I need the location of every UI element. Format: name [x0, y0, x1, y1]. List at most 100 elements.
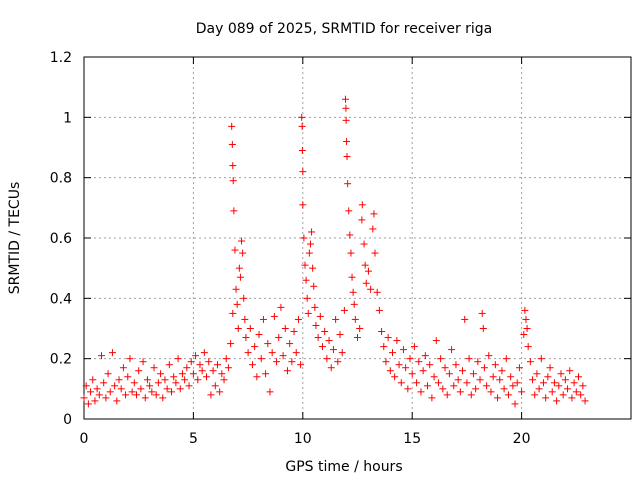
data-point	[236, 273, 244, 281]
data-point	[358, 216, 366, 224]
data-point	[456, 388, 464, 396]
data-point	[483, 382, 491, 390]
data-point	[108, 349, 116, 357]
data-point	[382, 358, 390, 366]
data-point	[408, 370, 416, 378]
data-point	[174, 355, 182, 363]
data-point	[224, 364, 232, 372]
data-point	[332, 315, 340, 323]
data-point	[489, 373, 497, 381]
data-point	[275, 334, 283, 342]
data-point	[504, 391, 512, 399]
data-point	[424, 382, 432, 390]
data-point	[340, 306, 348, 314]
data-point	[509, 382, 517, 390]
data-point	[526, 358, 534, 366]
data-point	[228, 122, 236, 130]
data-point	[351, 315, 359, 323]
data-point	[415, 358, 423, 366]
data-point	[194, 376, 202, 384]
data-point	[443, 391, 451, 399]
data-point	[298, 113, 306, 121]
data-point	[574, 373, 582, 381]
data-point	[478, 309, 486, 317]
data-point	[229, 162, 237, 170]
data-point	[432, 337, 440, 345]
data-point	[389, 349, 397, 357]
data-point	[130, 379, 138, 387]
data-point	[192, 352, 200, 360]
data-point	[233, 300, 241, 308]
data-point	[561, 376, 569, 384]
data-point	[428, 394, 436, 402]
data-point	[266, 388, 274, 396]
data-point	[213, 361, 221, 369]
data-point	[298, 122, 306, 130]
data-point	[209, 367, 217, 375]
data-point	[358, 201, 366, 209]
data-point	[542, 394, 550, 402]
data-point	[384, 334, 392, 342]
data-point	[187, 358, 195, 366]
data-point	[229, 177, 237, 185]
data-point	[343, 153, 351, 161]
x-axis-label: GPS time / hours	[285, 459, 402, 475]
data-point	[288, 358, 296, 366]
data-point	[251, 343, 259, 351]
data-point	[369, 225, 377, 233]
data-point	[298, 147, 306, 155]
data-point	[294, 315, 302, 323]
data-point	[480, 364, 488, 372]
data-point	[570, 379, 578, 387]
data-point	[342, 104, 350, 112]
chart-title: Day 089 of 2025, SRMTID for receiver rig…	[196, 21, 493, 37]
data-point	[211, 382, 219, 390]
data-point	[531, 391, 539, 399]
data-point	[290, 328, 298, 336]
data-point	[238, 237, 246, 245]
data-point	[566, 367, 574, 375]
data-point	[102, 394, 110, 402]
data-point	[476, 376, 484, 384]
data-point	[354, 334, 361, 342]
data-point	[316, 312, 324, 320]
data-point	[348, 273, 356, 281]
data-point	[161, 376, 169, 384]
data-point	[406, 355, 414, 363]
data-point	[80, 394, 88, 402]
data-point	[474, 358, 482, 366]
data-point	[487, 388, 495, 396]
data-point	[165, 361, 173, 369]
data-point	[95, 391, 103, 399]
data-point	[239, 249, 247, 257]
data-point	[546, 364, 554, 372]
data-point	[312, 321, 320, 329]
data-point	[306, 240, 314, 248]
data-point	[342, 116, 350, 124]
data-point	[300, 234, 308, 242]
data-point	[356, 325, 364, 332]
data-point	[304, 309, 312, 317]
data-point	[378, 328, 386, 336]
data-point	[445, 370, 453, 378]
data-point	[146, 382, 154, 390]
data-point	[310, 282, 318, 290]
data-point	[115, 376, 123, 384]
data-point	[364, 267, 372, 275]
data-point	[299, 201, 307, 209]
data-point	[437, 355, 445, 363]
data-point	[229, 309, 237, 317]
data-point	[417, 388, 425, 396]
data-point	[461, 315, 469, 323]
data-point	[170, 373, 178, 381]
data-point	[465, 355, 473, 363]
data-point	[467, 391, 475, 399]
data-point	[299, 168, 307, 176]
data-point	[511, 400, 519, 408]
data-point	[544, 373, 552, 381]
data-point	[183, 364, 191, 372]
data-point	[539, 379, 547, 387]
data-point	[172, 379, 180, 387]
data-point	[154, 379, 162, 387]
axis-ticks: 0 5 10 15 20 0 0.2 0.4 0.6 0.8 1 1.2	[50, 50, 631, 447]
